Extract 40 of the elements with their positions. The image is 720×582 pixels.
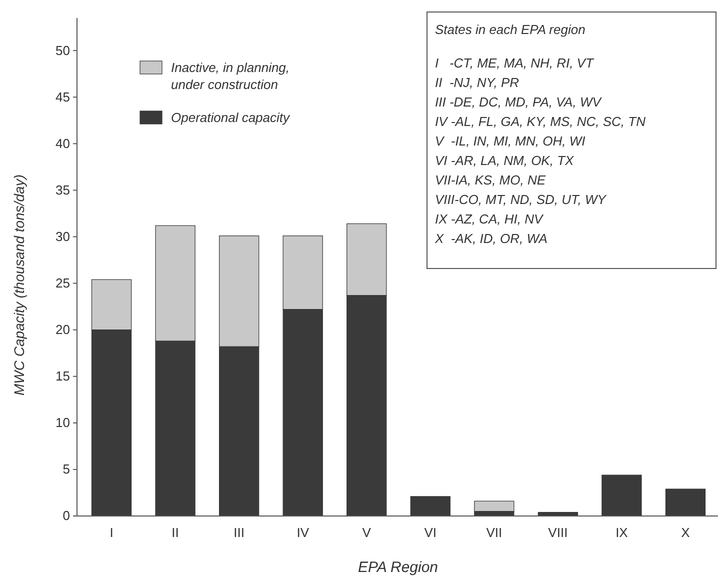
- bar: [602, 474, 642, 516]
- annotation: V -IL, IN, MI, MN, OH, WI: [435, 134, 586, 148]
- annotation: VI -AR, LA, NM, OK, TX: [435, 153, 576, 168]
- annotation: VII-IA, KS, MO, NE: [435, 172, 546, 188]
- x-axis-title: EPA Region: [358, 559, 438, 576]
- y-tick-label: 0: [62, 508, 70, 524]
- annotation: IV -AL, FL, GA, KY, MS, NC, SC, TN: [435, 114, 646, 129]
- annotation: II -NJ, NY, PR: [435, 75, 520, 90]
- x-tick-label: V: [362, 525, 372, 540]
- y-tick-label: 15: [56, 368, 70, 384]
- y-tick-label: 30: [56, 228, 70, 244]
- y-tick-label: 35: [56, 182, 70, 198]
- annotation: States in each EPA region: [435, 22, 586, 37]
- x-tick-label: IV: [296, 525, 310, 540]
- y-tick-label: 20: [56, 322, 70, 337]
- annotation: I -CT, ME, MA, NH, RI, VT: [435, 56, 594, 70]
- y-axis-title: MWC Capacity (thousand tons/day): [11, 174, 27, 396]
- y-tick-label: 25: [56, 275, 70, 290]
- annotation: III -DE, DC, MD, PA, VA, WV: [435, 94, 602, 110]
- y-tick-label: 50: [56, 42, 70, 58]
- annotation: X -AK, ID, OR, WA: [434, 231, 548, 246]
- annotation: IX -AZ, CA, HI, NV: [435, 212, 544, 226]
- bar: [474, 500, 514, 512]
- x-tick-label: II: [172, 525, 179, 540]
- x-tick-label: VIII: [548, 525, 568, 540]
- x-tick-label: VI: [424, 525, 437, 540]
- bar: [410, 496, 450, 516]
- bar: [665, 488, 706, 516]
- x-tick-label: III: [234, 525, 244, 540]
- legend-label: Operational capacity: [171, 110, 292, 125]
- x-tick-label: IX: [616, 525, 628, 540]
- x-tick-label: VII: [486, 525, 502, 540]
- x-tick-label: X: [681, 525, 690, 540]
- y-tick-label: 5: [62, 462, 70, 477]
- x-tick-label: I: [110, 525, 114, 540]
- y-tick-label: 10: [56, 415, 70, 430]
- y-tick-label: 40: [56, 136, 70, 151]
- legend-label: Inactive, in planning, under construction: [171, 60, 290, 92]
- y-tick-label: 45: [56, 89, 70, 104]
- annotation: VIII-CO, MT, ND, SD, UT, WY: [435, 192, 608, 207]
